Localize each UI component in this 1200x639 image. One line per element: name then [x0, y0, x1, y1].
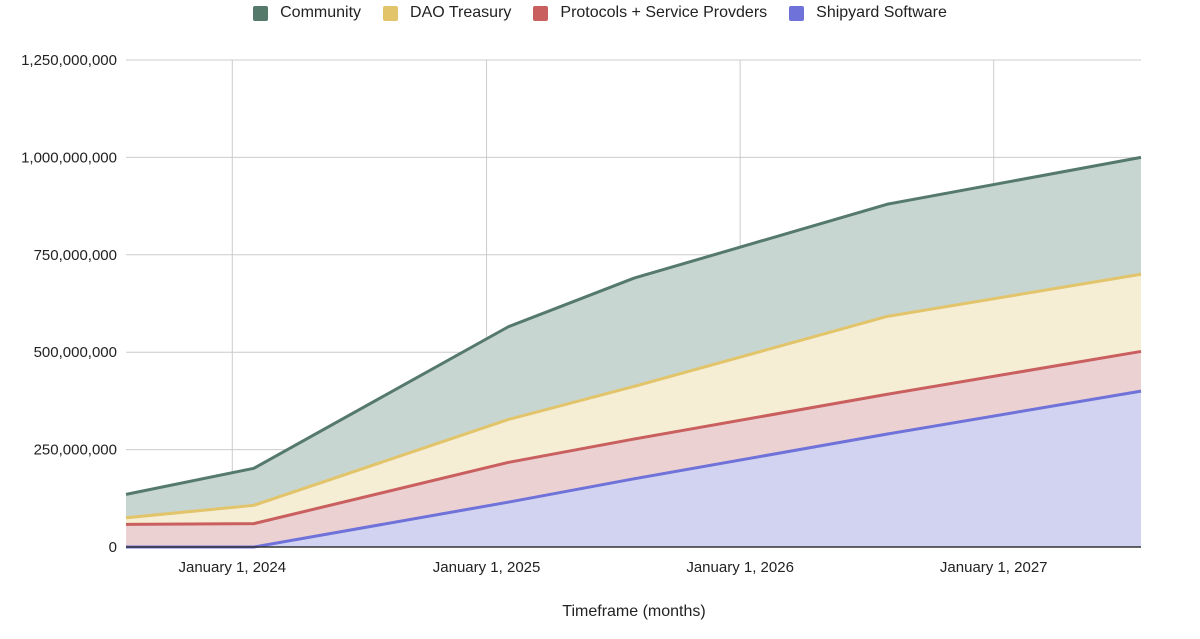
area-community — [126, 157, 1141, 518]
legend-swatch-community — [253, 5, 269, 21]
legend-swatch-dao-treasury — [383, 5, 399, 21]
area-shipyard-software — [126, 391, 1141, 547]
legend-swatch-protocols — [533, 5, 549, 21]
y-tick-label: 1,250,000,000 — [21, 52, 117, 69]
y-tick-label: 250,000,000 — [34, 442, 117, 459]
y-tick-label: 750,000,000 — [34, 247, 117, 264]
y-tick-labels: 0 250,000,000 500,000,000 750,000,000 1,000,… — [21, 52, 117, 556]
legend-label-dao-treasury: DAO Treasury — [410, 4, 512, 21]
legend-item-protocols[interactable]: Protocols + Service Provders — [533, 4, 767, 22]
line-dao-treasury — [125, 272, 1142, 520]
y-tick-label: 0 — [109, 539, 117, 556]
y-tick-label: 500,000,000 — [34, 344, 117, 361]
legend-swatch-shipyard — [789, 5, 805, 21]
legend-item-shipyard[interactable]: Shipyard Software — [789, 4, 947, 22]
x-tick-label: January 1, 2024 — [179, 559, 287, 576]
legend-label-shipyard: Shipyard Software — [816, 4, 947, 21]
y-tick-label: 1,000,000,000 — [21, 149, 117, 166]
line-protocols-service-provders — [125, 349, 1142, 526]
x-tick-labels: January 1, 2024 January 1, 2025 January 1,… — [179, 559, 1048, 576]
legend-item-community[interactable]: Community — [253, 4, 361, 22]
legend-label-community: Community — [280, 4, 362, 21]
area-dao-treasury — [126, 274, 1141, 525]
x-axis-label: Timeframe (months) — [562, 603, 705, 620]
legend-label-protocols: Protocols + Service Provders — [560, 4, 768, 21]
area-protocols-service-provders — [126, 351, 1141, 547]
x-tick-label: January 1, 2027 — [940, 559, 1048, 576]
x-tick-label: January 1, 2026 — [686, 559, 794, 576]
line-community — [125, 155, 1142, 496]
x-tick-label: January 1, 2025 — [433, 559, 541, 576]
legend: Community DAO Treasury Protocols + Servi… — [0, 4, 1200, 22]
series-areas — [126, 157, 1141, 547]
legend-item-dao-treasury[interactable]: DAO Treasury — [383, 4, 511, 22]
